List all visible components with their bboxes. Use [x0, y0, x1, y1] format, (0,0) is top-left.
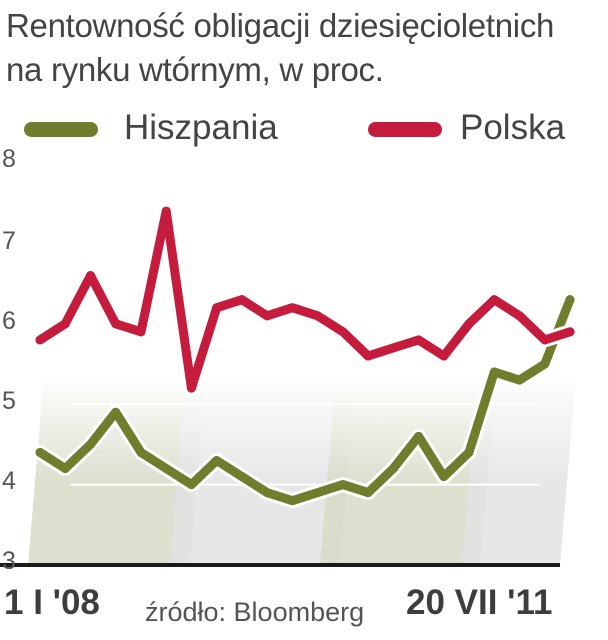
series-line-spain — [35, 295, 575, 506]
data-point-poland-19 — [515, 311, 525, 321]
ytick-8: 8 — [2, 145, 16, 173]
ytick-7: 7 — [2, 227, 16, 255]
x-start-label: 1 I '08 — [4, 583, 100, 622]
data-point-spain-7 — [212, 455, 222, 465]
data-point-poland-21 — [565, 327, 575, 337]
data-point-poland-3 — [111, 319, 121, 329]
data-point-spain-12 — [338, 480, 348, 490]
ytick-3: 3 — [2, 547, 16, 575]
data-point-spain-16 — [439, 472, 449, 482]
ytick-4: 4 — [2, 467, 16, 495]
data-point-spain-4 — [136, 447, 146, 457]
data-point-poland-15 — [414, 335, 424, 345]
data-point-poland-14 — [388, 343, 398, 353]
data-point-spain-14 — [388, 464, 398, 474]
ytick-5: 5 — [2, 387, 16, 415]
data-point-spain-10 — [287, 496, 297, 506]
legend-swatch-poland — [368, 122, 442, 137]
data-point-poland-18 — [489, 295, 499, 305]
data-point-poland-9 — [262, 311, 272, 321]
data-point-poland-7 — [212, 303, 222, 313]
data-point-poland-12 — [338, 327, 348, 337]
data-point-spain-2 — [85, 439, 95, 449]
data-point-poland-5 — [161, 206, 171, 216]
data-point-poland-4 — [136, 327, 146, 337]
data-point-spain-0 — [35, 447, 45, 457]
source-note: źródło: Bloomberg — [145, 597, 365, 627]
data-point-spain-18 — [489, 367, 499, 377]
data-point-spain-9 — [262, 488, 272, 498]
data-point-poland-8 — [237, 295, 247, 305]
data-point-spain-3 — [111, 407, 121, 417]
legend-swatch-spain — [24, 122, 98, 137]
data-point-spain-15 — [414, 431, 424, 441]
data-point-spain-1 — [60, 464, 70, 474]
data-point-poland-16 — [439, 351, 449, 361]
data-point-spain-13 — [363, 488, 373, 498]
data-point-spain-20 — [540, 359, 550, 369]
data-point-spain-5 — [161, 464, 171, 474]
data-point-poland-10 — [287, 303, 297, 313]
chart-title: Rentowność obligacji dziesięcioletnich n… — [6, 4, 606, 92]
data-point-spain-11 — [313, 488, 323, 498]
data-point-spain-6 — [186, 480, 196, 490]
data-point-spain-8 — [237, 472, 247, 482]
data-point-spain-21 — [565, 295, 575, 305]
data-point-poland-1 — [60, 319, 70, 329]
data-point-poland-0 — [35, 335, 45, 345]
data-point-spain-19 — [515, 375, 525, 385]
title-line-2: na rynku wtórnym, w proc. — [6, 51, 384, 88]
series-line-poland — [35, 206, 575, 393]
ytick-6: 6 — [2, 307, 16, 335]
data-point-poland-2 — [85, 271, 95, 281]
data-point-poland-6 — [186, 383, 196, 393]
legend-label-poland: Polska — [460, 108, 566, 147]
data-point-poland-11 — [313, 311, 323, 321]
x-end-label: 20 VII '11 — [406, 583, 553, 622]
data-point-poland-17 — [464, 319, 474, 329]
data-point-poland-13 — [363, 351, 373, 361]
legend-label-spain: Hiszpania — [124, 108, 278, 147]
title-line-1: Rentowność obligacji dziesięcioletnich — [6, 7, 555, 44]
data-point-poland-20 — [540, 335, 550, 345]
data-point-spain-17 — [464, 447, 474, 457]
